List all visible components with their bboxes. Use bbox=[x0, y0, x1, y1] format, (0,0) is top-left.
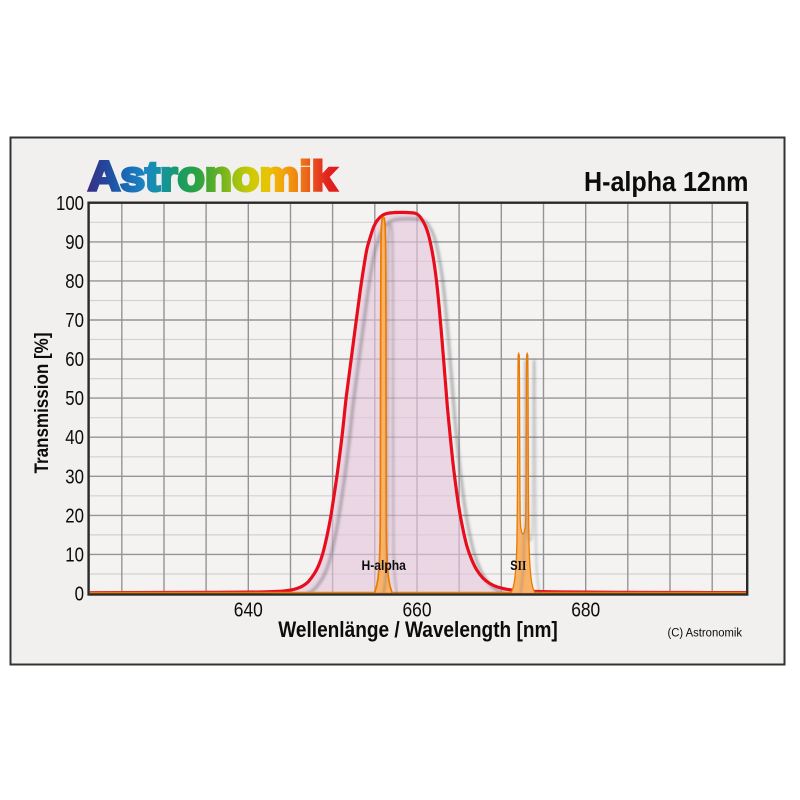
svg-text:640: 640 bbox=[234, 600, 263, 622]
svg-text:80: 80 bbox=[65, 271, 84, 293]
svg-text:680: 680 bbox=[571, 600, 600, 622]
svg-text:H-alpha 12nm: H-alpha 12nm bbox=[584, 166, 749, 197]
svg-text:(C) Astronomik: (C) Astronomik bbox=[668, 628, 743, 640]
svg-text:20: 20 bbox=[65, 505, 84, 527]
svg-text:30: 30 bbox=[65, 466, 84, 488]
svg-text:40: 40 bbox=[65, 427, 84, 449]
svg-text:100: 100 bbox=[56, 193, 84, 215]
svg-text:Wellenlänge / Wavelength [nm]: Wellenlänge / Wavelength [nm] bbox=[278, 617, 558, 642]
svg-text:90: 90 bbox=[65, 232, 84, 254]
svg-text:0: 0 bbox=[75, 584, 84, 606]
svg-text:60: 60 bbox=[65, 349, 84, 371]
svg-text:H-alpha: H-alpha bbox=[361, 558, 406, 573]
svg-text:660: 660 bbox=[403, 600, 432, 622]
svg-text:10: 10 bbox=[65, 544, 84, 566]
svg-text:Astronomik: Astronomik bbox=[88, 153, 337, 200]
svg-text:70: 70 bbox=[65, 310, 84, 332]
svg-text:50: 50 bbox=[65, 388, 84, 410]
svg-text:Transmission [%]: Transmission [%] bbox=[32, 333, 53, 474]
svg-text:SII: SII bbox=[510, 558, 526, 573]
